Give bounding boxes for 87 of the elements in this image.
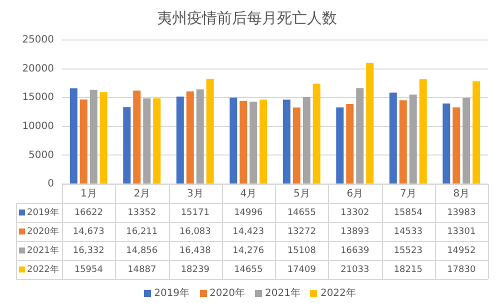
data-label: 15954 <box>74 264 104 275</box>
x-tick-label: 5月 <box>293 188 310 200</box>
bar <box>260 100 268 184</box>
y-tick-label: 15000 <box>22 92 54 104</box>
bar <box>389 92 397 184</box>
y-tick-label: 10000 <box>22 120 54 132</box>
data-label: 21033 <box>340 264 370 275</box>
data-label: 13352 <box>128 208 156 218</box>
legend-label: 2021年 <box>27 244 59 256</box>
data-label: 16,438 <box>179 246 212 256</box>
data-label: 13302 <box>340 208 370 218</box>
bar <box>409 94 417 184</box>
x-tick-label: 3月 <box>186 188 204 200</box>
bar <box>442 103 450 184</box>
data-label: 16639 <box>340 246 370 256</box>
bar <box>292 108 300 184</box>
bar <box>206 78 214 184</box>
y-tick-label: 20000 <box>22 63 54 74</box>
bar <box>196 89 204 184</box>
data-label: 14,673 <box>72 226 104 237</box>
data-label: 14,856 <box>126 246 158 256</box>
bar <box>282 100 290 184</box>
data-label: 14533 <box>394 226 422 237</box>
data-label: 13893 <box>340 226 370 237</box>
legend-label: 2022年 <box>27 264 59 275</box>
data-label: 14887 <box>128 264 156 275</box>
data-label: 16622 <box>74 208 103 218</box>
data-label: 14655 <box>234 264 263 275</box>
bar <box>336 107 344 184</box>
data-label: 15854 <box>394 208 423 218</box>
bar <box>133 90 141 184</box>
x-tick-label: 8月 <box>453 188 470 200</box>
text: 2021年 <box>265 288 300 299</box>
bar <box>462 98 470 184</box>
data-label: 15523 <box>394 246 422 256</box>
text: 2019年 <box>154 288 190 299</box>
bar <box>90 90 98 184</box>
data-label: 13301 <box>447 226 476 237</box>
legend-label: 2019年 <box>27 206 59 218</box>
y-tick-label: 0 <box>48 178 54 190</box>
bar <box>356 88 364 184</box>
text: 2022年 <box>320 288 356 299</box>
bar <box>100 92 108 184</box>
bar <box>250 102 258 184</box>
x-tick-label: 4月 <box>240 188 257 200</box>
data-label: 18215 <box>394 264 422 275</box>
bar <box>366 62 374 184</box>
bar <box>399 100 407 184</box>
bar <box>143 98 151 184</box>
data-label: 14655 <box>287 208 316 218</box>
x-tick-label: 2月 <box>134 188 150 200</box>
bar <box>452 107 460 184</box>
y-tick-label: 5000 <box>28 150 54 161</box>
bar <box>123 107 131 184</box>
x-tick-label: 7月 <box>400 188 416 200</box>
legend-label: 2020年 <box>27 226 59 237</box>
bar <box>230 98 238 184</box>
bar <box>176 96 184 184</box>
bar <box>240 100 248 184</box>
data-label: 14,276 <box>232 246 264 256</box>
data-label: 13272 <box>287 226 316 237</box>
text: 2020年 <box>210 288 245 299</box>
data-label: 14952 <box>447 246 476 256</box>
x-tick-label: 6月 <box>346 188 364 200</box>
y-tick-label: 25000 <box>22 34 54 46</box>
bar <box>312 84 320 184</box>
data-label: 15108 <box>287 246 316 256</box>
data-label: 17830 <box>447 264 476 275</box>
bar <box>186 91 194 184</box>
data-label: 17409 <box>287 264 316 275</box>
data-label: 14,423 <box>232 226 264 237</box>
bar <box>80 99 88 184</box>
bar <box>419 79 427 184</box>
data-label: 15171 <box>180 208 210 218</box>
chart-title: 夷州疫情前后每月死亡人数 <box>157 8 337 27</box>
data-label: 13983 <box>447 208 476 218</box>
data-label: 14996 <box>234 208 263 218</box>
bar <box>302 96 310 184</box>
bar <box>70 88 78 184</box>
data-label: 18239 <box>180 264 210 275</box>
x-tick-label: 1月 <box>80 188 97 200</box>
bar <box>472 81 480 184</box>
data-label: 16,211 <box>126 226 158 237</box>
data-label: 16,332 <box>72 246 104 256</box>
bar <box>153 98 161 184</box>
data-label: 16,083 <box>179 226 211 237</box>
bar <box>346 104 354 184</box>
